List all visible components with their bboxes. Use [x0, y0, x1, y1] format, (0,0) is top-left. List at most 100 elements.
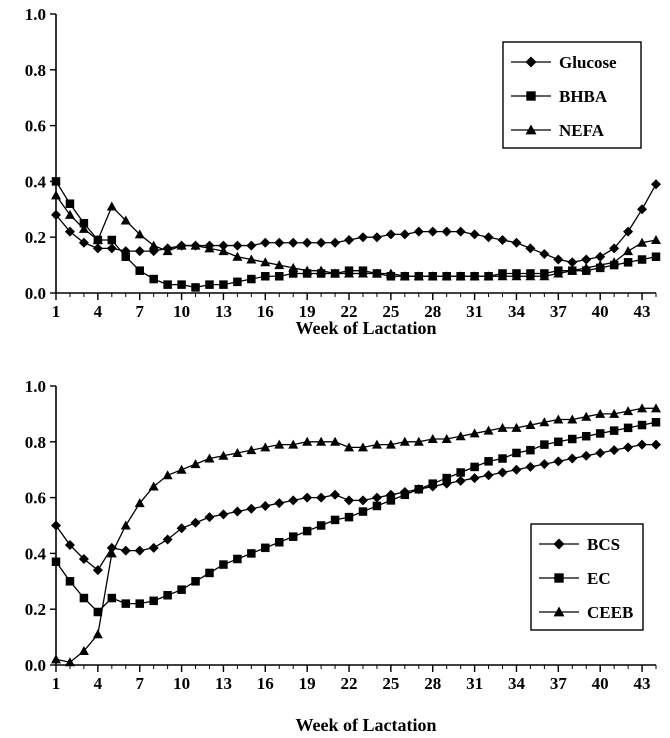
data-point-ec — [414, 484, 424, 494]
legend-marker-glucose — [525, 56, 537, 68]
data-point-ceeb — [511, 422, 522, 432]
data-point-nefa — [581, 262, 592, 272]
data-point-ceeb — [316, 436, 327, 446]
data-point-nefa — [497, 271, 508, 281]
data-point-ec — [456, 468, 465, 477]
x-tick-label: 13 — [215, 302, 232, 321]
data-point-ceeb — [106, 548, 117, 558]
data-point-bcs — [567, 453, 578, 464]
data-point-nefa — [441, 271, 452, 281]
x-tick-label: 22 — [341, 674, 358, 693]
data-point-ec — [135, 599, 144, 608]
data-point-glucose — [134, 246, 145, 257]
data-point-bhba — [637, 255, 647, 264]
x-tick-label: 4 — [94, 302, 103, 321]
data-point-ec — [65, 577, 75, 586]
data-point-glucose — [371, 232, 382, 243]
y-tick-label: 0.2 — [25, 600, 46, 619]
data-point-glucose — [316, 237, 327, 248]
data-point-nefa — [330, 268, 341, 278]
data-point-bcs — [204, 512, 215, 523]
legend-label-bcs: BCS — [587, 535, 620, 554]
data-point-bcs — [246, 503, 257, 514]
data-point-ec — [498, 454, 507, 463]
data-point-ceeb — [148, 481, 159, 491]
data-point-ceeb — [637, 403, 648, 413]
series-ceeb — [51, 403, 661, 667]
data-point-ec — [302, 526, 312, 536]
data-point-bcs — [609, 445, 620, 456]
data-point-glucose — [567, 257, 578, 268]
data-point-nefa — [92, 234, 103, 244]
data-point-ceeb — [204, 453, 215, 463]
data-point-ec — [261, 543, 270, 553]
data-point-glucose — [288, 237, 299, 248]
data-point-glucose — [302, 237, 313, 248]
data-point-nefa — [623, 246, 634, 256]
data-point-bhba — [651, 252, 661, 261]
data-point-ec — [177, 585, 186, 594]
data-point-bcs — [623, 442, 634, 453]
chart-body-condition: 0.0 0.2 0.4 0.6 0.8 1.0 1 4 7 10 13 16 19 22 25 28 31 34 3… — [25, 377, 661, 735]
x-tick-label: 19 — [299, 302, 316, 321]
data-point-nefa — [134, 229, 145, 239]
data-point-bcs — [92, 565, 103, 576]
data-point-ec — [651, 418, 661, 427]
data-point-nefa — [399, 271, 410, 281]
data-point-nefa — [120, 215, 131, 225]
legend: Glucose BHBA NEFA — [502, 41, 642, 149]
x-tick-label: 16 — [257, 302, 274, 321]
data-point-bhba — [219, 280, 228, 289]
data-point-nefa — [651, 234, 661, 244]
data-point-nefa — [260, 257, 271, 267]
data-point-ceeb — [274, 439, 285, 449]
data-point-ec — [400, 490, 410, 500]
data-point-nefa — [525, 271, 536, 281]
y-tick-label: 0.4 — [25, 172, 47, 191]
data-point-glucose — [497, 234, 508, 245]
legend-label-ceeb: CEEB — [587, 603, 633, 622]
data-point-bcs — [134, 545, 145, 556]
data-point-nefa — [371, 268, 382, 278]
data-point-nefa — [553, 268, 564, 278]
data-point-ec — [609, 426, 619, 435]
data-point-bcs — [637, 439, 648, 450]
data-point-ec — [484, 457, 493, 466]
data-point-glucose — [525, 243, 536, 254]
data-point-glucose — [51, 209, 61, 220]
data-point-nefa — [218, 246, 229, 256]
data-point-glucose — [637, 204, 648, 215]
x-tick-label: 43 — [634, 302, 651, 321]
data-point-bhba — [288, 269, 298, 278]
x-tick-label: 28 — [424, 302, 441, 321]
data-point-glucose — [92, 243, 103, 254]
data-point-ec — [219, 560, 228, 569]
data-point-glucose — [511, 237, 522, 248]
data-point-nefa — [204, 243, 215, 253]
data-point-ceeb — [609, 408, 620, 418]
x-tick-label: 34 — [508, 302, 526, 321]
data-point-glucose — [469, 229, 480, 240]
data-point-glucose — [413, 226, 424, 237]
data-point-ec — [386, 496, 396, 505]
data-point-nefa — [455, 271, 466, 281]
data-point-glucose — [344, 234, 355, 245]
data-point-glucose — [357, 232, 368, 243]
data-point-bcs — [651, 439, 661, 450]
legend-label-ec: EC — [587, 569, 611, 588]
data-point-glucose — [274, 237, 285, 248]
data-point-nefa — [148, 240, 159, 250]
x-tick-label: 37 — [550, 674, 568, 693]
data-point-bhba — [163, 280, 172, 289]
x-tick-label: 13 — [215, 674, 232, 693]
x-axis-title: Week of Lactation — [296, 318, 437, 338]
x-tick-label: 4 — [94, 674, 103, 693]
data-point-bhba — [205, 280, 214, 289]
data-point-ceeb — [399, 436, 410, 446]
legend-label-nefa: NEFA — [559, 121, 605, 140]
data-point-ec — [540, 440, 549, 449]
data-point-ec — [79, 593, 89, 603]
data-point-bcs — [176, 523, 187, 534]
data-point-nefa — [609, 257, 620, 267]
data-point-glucose — [260, 237, 271, 248]
